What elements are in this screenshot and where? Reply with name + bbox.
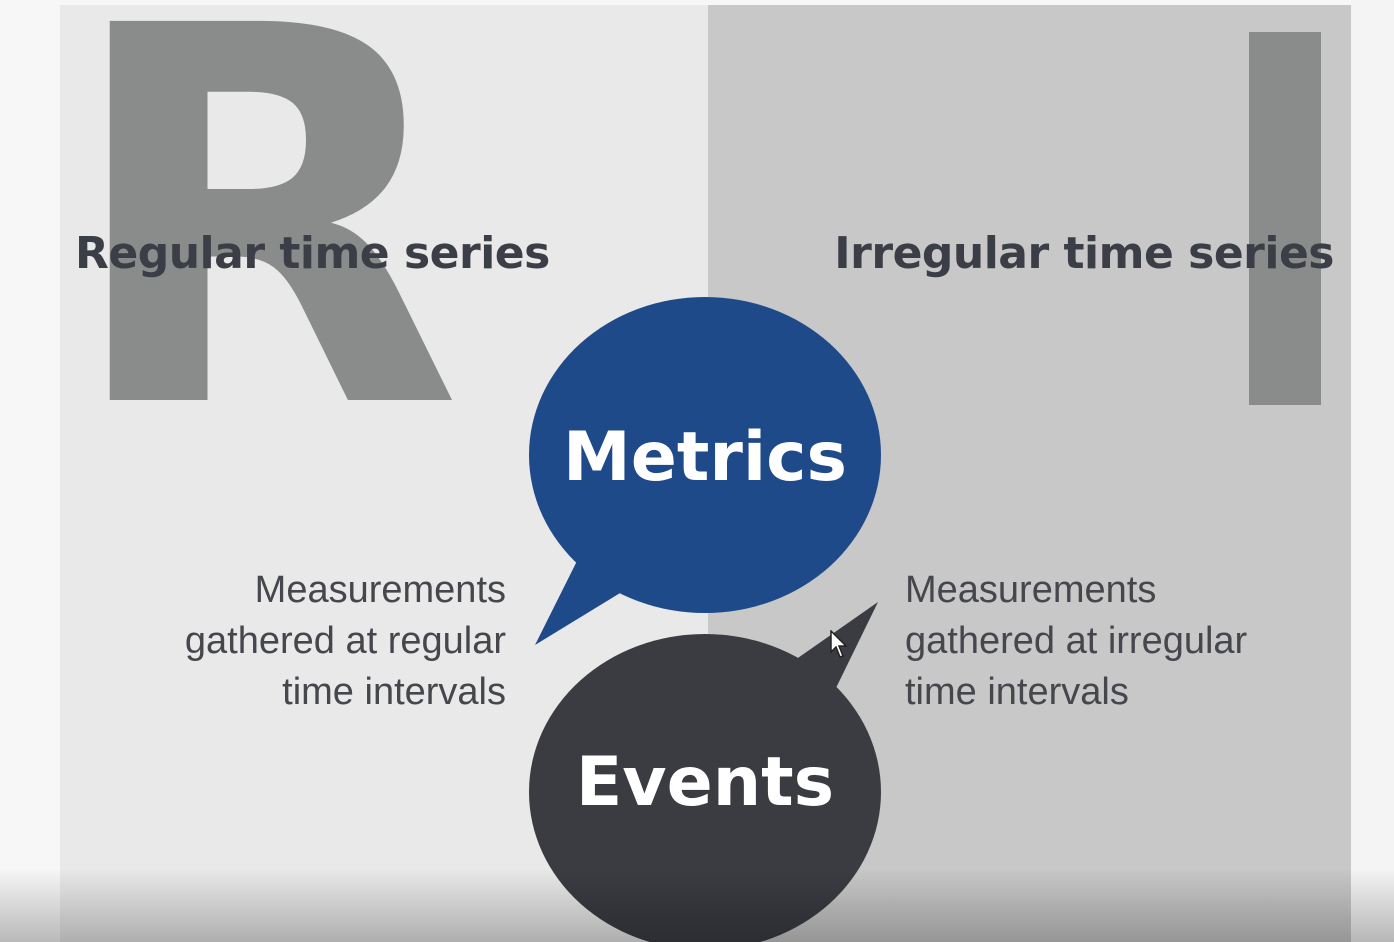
mouse-pointer-icon (830, 630, 848, 658)
big-letter-i: I (1249, 32, 1321, 405)
irregular-description-line: gathered at irregular (905, 620, 1248, 662)
regular-time-series-title: Regular time series (75, 228, 550, 279)
irregular-description-line: Measurements (905, 569, 1157, 611)
regular-description-line: time intervals (282, 671, 506, 713)
slide-edge (1351, 0, 1394, 942)
irregular-description-line: time intervals (905, 671, 1129, 713)
regular-description-line: gathered at regular (184, 620, 506, 662)
metrics-label: Metrics (563, 418, 847, 497)
irregular-description: Measurements gathered at irregular time … (905, 565, 1247, 718)
big-letter-r: R (62, 0, 463, 523)
metrics-bubble-body (529, 297, 881, 613)
events-label: Events (575, 743, 835, 822)
irregular-time-series-title: Irregular time series (834, 228, 1334, 279)
regular-description: Measurements gathered at regular time in… (185, 565, 506, 718)
regular-description-line: Measurements (254, 569, 506, 611)
metrics-bubble (529, 297, 881, 645)
events-bubble-body (529, 634, 881, 942)
